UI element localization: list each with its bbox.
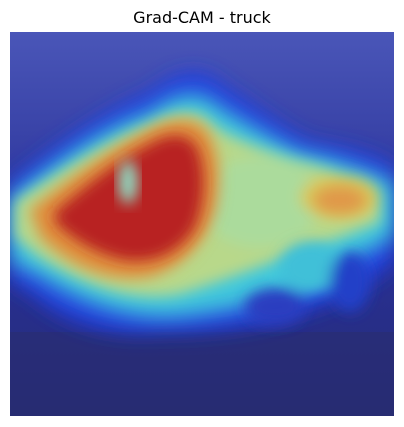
- figure-title: Grad-CAM - truck: [133, 8, 271, 27]
- activation-lower-right: [245, 242, 370, 325]
- gradcam-heatmap-image: [10, 32, 394, 416]
- ground-region: [10, 332, 394, 416]
- activation-dip: [118, 160, 138, 204]
